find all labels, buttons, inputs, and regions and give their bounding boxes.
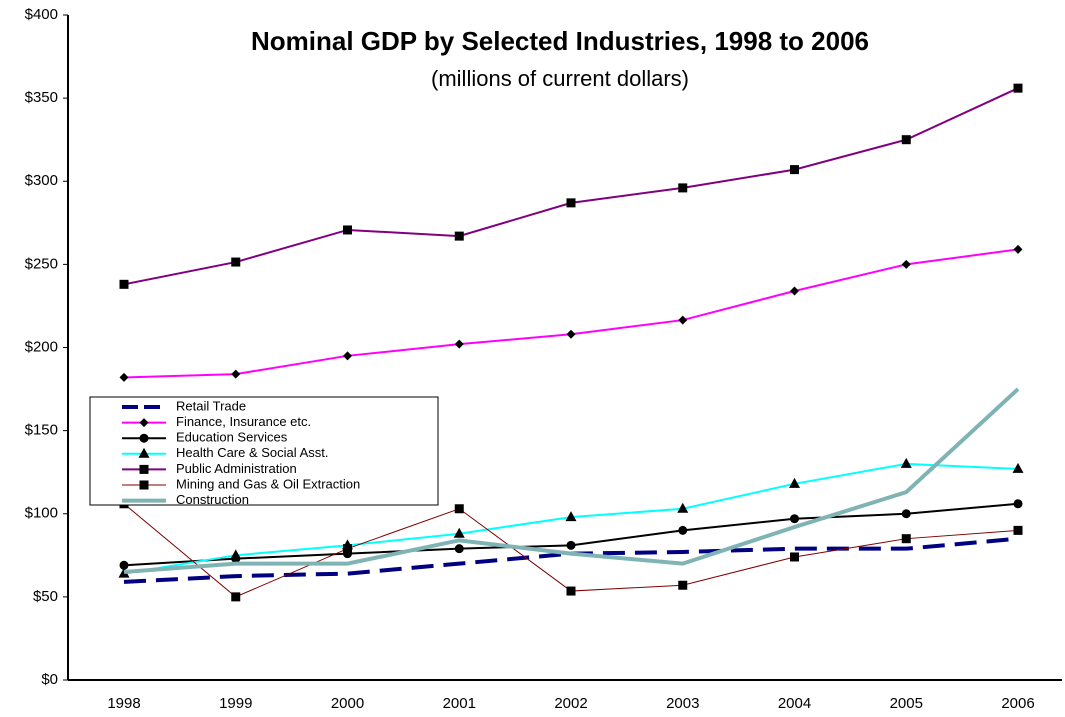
y-tick-label: $150 [25, 422, 58, 439]
chart-subtitle: (millions of current dollars) [431, 66, 689, 91]
data-point [343, 351, 352, 361]
data-point [901, 259, 911, 269]
legend-marker [138, 447, 150, 458]
legend-marker [139, 433, 149, 443]
y-tick-label: $400 [25, 6, 58, 23]
legend-label: Health Care & Social Asst. [176, 445, 328, 460]
data-point [565, 511, 577, 522]
y-tick-label: $100 [25, 505, 58, 522]
x-tick-label: 1999 [219, 695, 252, 712]
x-tick-label: 2006 [1001, 695, 1034, 712]
data-point [454, 544, 464, 554]
x-tick-label: 2002 [554, 695, 587, 712]
legend-label: Public Administration [176, 461, 297, 476]
x-tick-label: 2004 [778, 695, 811, 712]
data-point [790, 552, 799, 562]
data-point [678, 183, 688, 193]
data-point [790, 286, 799, 296]
y-tick-label: $200 [25, 338, 58, 355]
series-line [123, 387, 1020, 574]
legend-marker [139, 480, 149, 490]
data-point [231, 592, 241, 602]
x-tick-label: 2005 [890, 695, 923, 712]
legend-label: Mining and Gas & Oil Extraction [176, 476, 360, 491]
data-point [901, 509, 911, 519]
data-point [789, 477, 800, 488]
legend-label: Education Services [176, 430, 288, 445]
data-point [1013, 244, 1023, 254]
y-tick-label: $350 [25, 89, 58, 106]
data-point [1012, 462, 1024, 473]
data-point [231, 257, 241, 267]
legend-marker [139, 418, 149, 428]
data-point [343, 544, 352, 554]
data-point [566, 540, 576, 550]
legend-label: Retail Trade [176, 398, 246, 413]
data-point [1013, 83, 1023, 93]
data-point [454, 231, 464, 241]
data-point [790, 514, 799, 524]
data-point [343, 225, 352, 235]
data-point [678, 580, 688, 590]
x-tick-label: 2003 [666, 695, 699, 712]
data-point [1013, 499, 1023, 509]
data-point [118, 567, 130, 578]
y-tick-label: $300 [25, 172, 58, 189]
data-point [454, 504, 464, 514]
y-tick-label: $0 [41, 671, 58, 688]
legend-label: Finance, Insurance etc. [176, 414, 311, 429]
data-point [119, 372, 129, 382]
data-point [566, 586, 576, 596]
chart-title: Nominal GDP by Selected Industries, 1998… [251, 26, 869, 56]
data-point [677, 502, 689, 513]
data-point [1013, 525, 1023, 535]
data-point [231, 369, 241, 379]
data-point [119, 279, 129, 289]
data-point [678, 525, 688, 535]
data-point [119, 560, 129, 570]
data-point [790, 165, 799, 175]
x-tick-label: 2001 [443, 695, 476, 712]
x-tick-label: 2000 [331, 695, 364, 712]
y-tick-label: $250 [25, 255, 58, 272]
data-point [901, 534, 911, 544]
data-point [230, 549, 242, 560]
data-point [566, 329, 576, 339]
data-point [453, 527, 465, 538]
y-tick-label: $50 [33, 588, 58, 605]
data-point [566, 198, 576, 208]
data-point [900, 457, 912, 468]
legend-marker [139, 464, 149, 474]
data-point [678, 315, 688, 325]
legend-label: Construction [176, 492, 249, 507]
data-point [454, 339, 464, 349]
data-point [901, 135, 911, 145]
x-tick-label: 1998 [107, 695, 140, 712]
